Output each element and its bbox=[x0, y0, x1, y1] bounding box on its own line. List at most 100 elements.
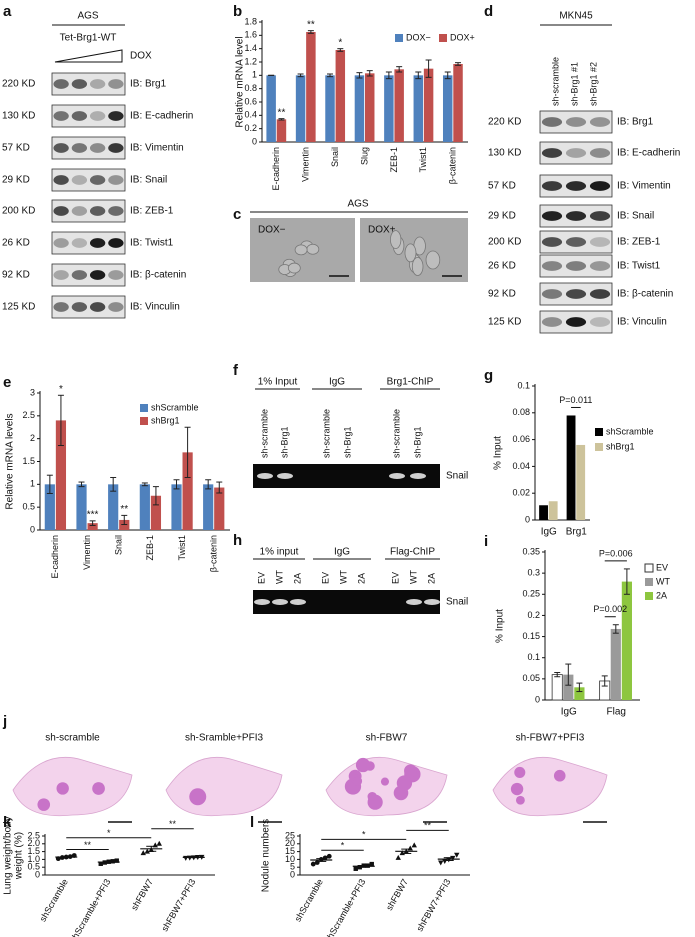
y-tick-label: 0.1 bbox=[527, 652, 540, 662]
size-label: 26 KD bbox=[488, 261, 516, 272]
error-bar bbox=[307, 30, 314, 34]
band bbox=[89, 143, 106, 153]
bar bbox=[325, 75, 335, 142]
error-bar bbox=[61, 855, 72, 859]
bar bbox=[442, 75, 453, 142]
x-tick-label: Slug bbox=[359, 147, 369, 165]
point bbox=[454, 852, 460, 858]
legend-swatch bbox=[140, 417, 148, 425]
x-tick-label: β-catenin bbox=[209, 535, 219, 572]
nodule bbox=[355, 757, 371, 773]
group-label: 1% input bbox=[260, 547, 299, 558]
lane-label: EV bbox=[320, 572, 330, 584]
x-tick-label: shScramble bbox=[38, 877, 70, 923]
x-tick-label: shFBW7+PFI3 bbox=[159, 877, 197, 933]
band bbox=[565, 289, 587, 299]
y-tick-label: 0.15 bbox=[522, 631, 540, 641]
lane-label: 2A bbox=[426, 573, 436, 584]
band bbox=[541, 117, 563, 127]
panel-letter: h bbox=[233, 532, 242, 549]
lane-label: WT bbox=[274, 570, 284, 584]
band bbox=[108, 79, 124, 89]
band bbox=[277, 473, 293, 479]
y-tick-label: 1 bbox=[252, 70, 257, 80]
band bbox=[108, 175, 124, 185]
band bbox=[290, 599, 306, 605]
error-bar bbox=[444, 71, 451, 80]
band bbox=[589, 211, 611, 221]
y-tick-label: 0.5 bbox=[22, 502, 35, 512]
antibody-label: IB: Vimentin bbox=[617, 181, 671, 192]
panel-letter: j bbox=[2, 713, 7, 730]
cell bbox=[287, 262, 301, 274]
bar bbox=[87, 523, 98, 530]
y-tick-label: 0 bbox=[35, 869, 40, 879]
band bbox=[71, 79, 88, 89]
lane-label: 2A bbox=[292, 573, 302, 584]
band bbox=[53, 175, 69, 185]
band bbox=[565, 261, 587, 271]
tissue bbox=[492, 756, 608, 817]
band bbox=[257, 473, 273, 479]
lane-label: sh-Brg1 #1 bbox=[569, 62, 579, 106]
panel-letter: b bbox=[233, 3, 242, 20]
error-bar bbox=[316, 858, 327, 862]
error-bar bbox=[396, 66, 403, 73]
y-axis-label: % Input bbox=[493, 436, 504, 470]
tissue bbox=[325, 756, 448, 817]
error-bar bbox=[103, 860, 114, 864]
cell-line: AGS bbox=[77, 11, 98, 22]
antibody-label: IB: Snail bbox=[617, 211, 654, 222]
band bbox=[589, 261, 611, 271]
nodule bbox=[396, 775, 413, 791]
error-bar bbox=[173, 479, 180, 490]
x-tick-label: Twist1 bbox=[177, 535, 187, 561]
band bbox=[71, 175, 88, 185]
construct: Tet-Brg1-WT bbox=[60, 33, 117, 44]
antibody-label: IB: ZEB-1 bbox=[130, 206, 174, 217]
cell bbox=[404, 243, 417, 263]
y-tick-label: 1.0 bbox=[27, 854, 40, 864]
band bbox=[53, 270, 69, 280]
band bbox=[541, 148, 563, 158]
band-label: Snail bbox=[446, 471, 468, 482]
band bbox=[565, 117, 587, 127]
comparison-label: * bbox=[362, 830, 366, 840]
band bbox=[589, 181, 611, 191]
y-tick-label: 2.5 bbox=[27, 830, 40, 840]
comparison-label: * bbox=[107, 828, 111, 838]
nodule bbox=[553, 769, 566, 782]
condition-label: sh-FBW7 bbox=[366, 733, 408, 744]
error-bar bbox=[425, 59, 432, 78]
y-tick-label: 10 bbox=[285, 854, 295, 864]
y-tick-label: 0.06 bbox=[512, 434, 530, 444]
band bbox=[71, 206, 88, 216]
bar bbox=[563, 674, 574, 700]
nodule bbox=[510, 782, 524, 796]
band bbox=[565, 211, 587, 221]
band bbox=[541, 211, 563, 221]
point bbox=[438, 860, 444, 866]
error-bar bbox=[356, 72, 363, 79]
error-bar bbox=[146, 845, 157, 852]
point bbox=[156, 840, 162, 846]
lane-label: sh-Brg1 bbox=[279, 426, 289, 458]
comparison-label: ** bbox=[424, 821, 432, 831]
bar bbox=[566, 415, 576, 520]
point bbox=[369, 861, 374, 867]
y-tick-label: 0 bbox=[535, 694, 540, 704]
antibody-label: IB: Brg1 bbox=[130, 79, 167, 90]
y-tick-label: 25 bbox=[285, 830, 295, 840]
band bbox=[89, 79, 106, 89]
condition-label: sh-scramble bbox=[45, 733, 100, 744]
y-tick-label: 1.4 bbox=[244, 43, 257, 53]
band bbox=[541, 289, 563, 299]
bar bbox=[610, 628, 621, 700]
y-tick-label: 1.5 bbox=[22, 456, 35, 466]
size-label: 26 KD bbox=[2, 238, 30, 249]
band bbox=[108, 238, 124, 248]
lane-label: sh-scramble bbox=[321, 409, 331, 458]
error-bar bbox=[152, 486, 159, 506]
band bbox=[108, 111, 124, 121]
y-axis-label: weight (%) bbox=[14, 832, 25, 880]
